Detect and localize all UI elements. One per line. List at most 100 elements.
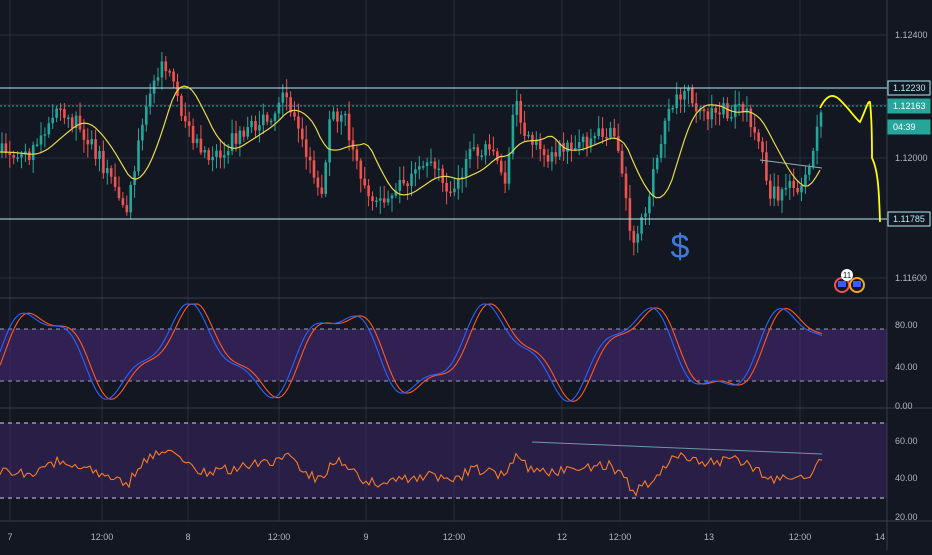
candle-body: [172, 71, 175, 82]
stoch-tick-label: 0.00: [895, 401, 913, 411]
candle-body: [515, 101, 519, 115]
event-badges[interactable]: 11: [834, 269, 865, 293]
candle-body: [20, 154, 23, 158]
candle-body: [733, 104, 737, 118]
candle-body: [792, 180, 795, 188]
candle-body: [488, 144, 491, 150]
time-tick-label: 8: [185, 532, 190, 542]
stoch-d-line: [0, 303, 823, 402]
rsi-tick-label: 20.00: [895, 512, 918, 522]
candle-body: [414, 169, 417, 174]
candle-body: [605, 137, 608, 139]
projection-line[interactable]: [819, 95, 881, 223]
time-tick-label: 12: [557, 532, 567, 542]
candle-body: [601, 128, 604, 137]
candle-body: [811, 150, 815, 168]
candle-body: [613, 127, 616, 137]
price-tag[interactable]: [887, 211, 931, 227]
candle-body: [226, 151, 230, 156]
stoch-tick-label: 80.00: [895, 320, 918, 330]
candle-body: [343, 113, 347, 116]
price-tag[interactable]: [887, 98, 931, 114]
candle-body: [597, 128, 600, 137]
price-trend-line[interactable]: [759, 159, 823, 169]
candle-body: [519, 101, 522, 123]
candle-body: [102, 151, 105, 174]
candle-body: [581, 136, 585, 143]
candle-body: [815, 126, 819, 151]
candle-body: [796, 188, 799, 193]
candle-body: [98, 151, 101, 159]
rsi-line: [0, 449, 823, 497]
candle-body: [223, 155, 226, 158]
candle-body: [82, 129, 86, 140]
candle-body: [262, 114, 265, 126]
dollar-annotation[interactable]: $: [671, 228, 690, 266]
candle-body: [273, 113, 277, 121]
candle-body: [363, 178, 366, 186]
candle-body: [371, 196, 374, 202]
candle-body: [113, 176, 117, 187]
candle-body: [31, 144, 35, 160]
candle-body: [160, 61, 164, 78]
candle-body: [297, 116, 300, 129]
price-tag[interactable]: [887, 119, 931, 135]
rsi-tick-label: 60.00: [895, 436, 918, 446]
candle-body: [285, 92, 288, 98]
candle-body: [531, 134, 534, 145]
candle-body: [402, 179, 405, 184]
candle-body: [538, 139, 542, 150]
candle-body: [535, 139, 538, 145]
flag-canton: [853, 281, 861, 287]
flag-canton: [838, 281, 846, 287]
event-count-text: 11: [843, 271, 852, 280]
candle-body: [281, 92, 285, 103]
candle-body: [203, 150, 207, 153]
candle-body: [804, 174, 807, 186]
candle-body: [28, 151, 31, 160]
candle-body: [745, 108, 749, 113]
candle-body: [441, 168, 444, 183]
candle-body: [308, 156, 312, 161]
candle-body: [109, 168, 113, 177]
price-tick-label: 1.11600: [895, 273, 927, 283]
price-tick-label: 1.12400: [895, 30, 928, 40]
candle-body: [577, 142, 581, 148]
candle-body: [616, 136, 620, 151]
stoch-tick-label: 40.00: [895, 362, 918, 372]
candle-body: [433, 161, 437, 169]
price-tag[interactable]: [887, 80, 931, 96]
candle-body: [648, 196, 651, 214]
candle-body: [702, 109, 706, 112]
candle-body: [421, 166, 425, 168]
candle-body: [234, 133, 238, 144]
candle-body: [347, 113, 351, 141]
candle-body: [492, 149, 495, 152]
candle-body: [277, 102, 281, 114]
candle-body: [808, 167, 811, 175]
candle-body: [269, 120, 273, 123]
candle-body: [59, 108, 62, 110]
candle-body: [546, 155, 550, 162]
candle-body: [238, 130, 242, 144]
candle-body: [480, 155, 483, 157]
candle-body: [398, 179, 402, 191]
candle-body: [145, 106, 148, 125]
candle-body: [589, 138, 593, 148]
time-tick-label: 9: [363, 532, 368, 542]
candle-body: [593, 136, 597, 139]
candle-body: [683, 91, 686, 100]
candle-body: [304, 139, 308, 157]
candle-body: [464, 159, 468, 177]
rsi-trend-line[interactable]: [531, 441, 823, 455]
candlesticks: [0, 52, 823, 256]
candle-body: [776, 186, 780, 201]
candle-body: [687, 88, 690, 92]
candle-body: [55, 108, 58, 118]
candle-body: [741, 103, 745, 113]
candle-body: [445, 182, 448, 192]
candle-body: [67, 117, 70, 119]
candle-body: [437, 168, 441, 171]
